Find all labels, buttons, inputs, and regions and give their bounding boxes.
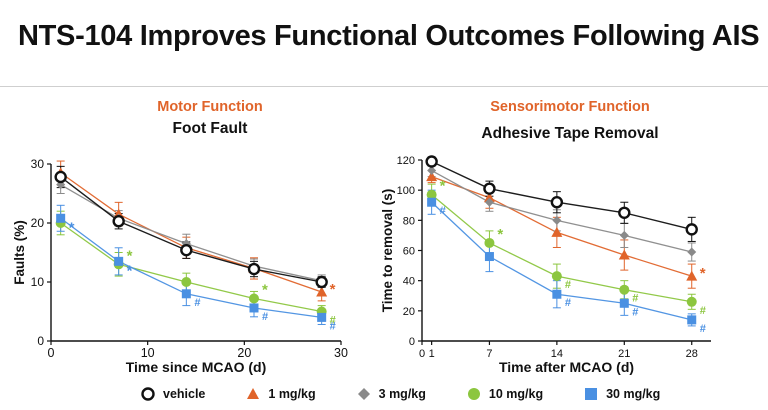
- data-point-dose_10: [249, 294, 259, 304]
- data-point-dose_30: [317, 313, 326, 322]
- data-point-dose_10: [619, 285, 629, 295]
- x-tick-label: 0: [419, 348, 425, 360]
- series-line-dose_10: [432, 195, 692, 302]
- data-point-vehicle: [427, 157, 437, 167]
- data-point-dose_1: [686, 271, 697, 281]
- open-circle-icon: [140, 386, 156, 402]
- significance-mark-dose_30: #: [330, 320, 336, 332]
- significance-mark-dose_30: #: [700, 323, 706, 335]
- y-tick-label: 120: [397, 155, 415, 167]
- data-point-vehicle: [484, 184, 494, 194]
- x-tick-label: 0: [48, 346, 55, 360]
- y-tick-label: 0: [37, 334, 44, 348]
- y-tick-label: 0: [409, 336, 415, 348]
- series-line-vehicle: [432, 162, 692, 230]
- x-tick-label: 28: [686, 348, 698, 360]
- legend-item-3mg: 3 mg/kg: [356, 386, 426, 402]
- data-point-dose_1: [551, 227, 562, 237]
- data-point-vehicle: [552, 197, 562, 207]
- data-point-dose_30: [485, 252, 494, 261]
- data-point-vehicle: [56, 172, 66, 182]
- data-point-dose_30: [552, 290, 561, 299]
- data-point-dose_3: [620, 231, 629, 240]
- significance-mark-dose_10: #: [565, 279, 571, 291]
- data-point-dose_30: [56, 214, 65, 223]
- data-point-dose_30: [620, 299, 629, 308]
- series-line-dose_3: [432, 171, 692, 252]
- significance-mark-dose_1: *: [700, 265, 706, 282]
- data-point-dose_30: [182, 289, 191, 298]
- data-point-dose_1: [619, 250, 630, 260]
- x-tick-label: 30: [334, 346, 348, 360]
- data-point-vehicle: [687, 224, 697, 234]
- significance-mark-dose_10: *: [440, 178, 446, 195]
- x-tick-label: 1: [429, 348, 435, 360]
- data-point-dose_10: [484, 238, 494, 248]
- legend-label-30mg: 30 mg/kg: [606, 387, 660, 401]
- data-point-vehicle: [181, 245, 191, 255]
- square-icon: [583, 386, 599, 402]
- legend-item-1mg: 1 mg/kg: [245, 386, 315, 402]
- data-point-dose_10: [687, 297, 697, 307]
- legend-label-10mg: 10 mg/kg: [489, 387, 543, 401]
- x-axis-title: Time since MCAO (d): [126, 359, 267, 375]
- data-point-vehicle: [114, 216, 124, 226]
- data-point-dose_30: [114, 257, 123, 266]
- y-tick-label: 80: [403, 215, 415, 227]
- data-point-dose_30: [687, 315, 696, 324]
- y-axis-title: Time to removal (s): [380, 189, 395, 313]
- series-line-dose_30: [61, 218, 322, 317]
- y-tick-label: 10: [31, 275, 45, 289]
- circle-icon: [466, 386, 482, 402]
- series-line-dose_3: [61, 185, 322, 281]
- legend: vehicle 1 mg/kg 3 mg/kg 10 mg/kg 30 mg/k…: [140, 383, 660, 405]
- significance-mark-dose_10: *: [497, 226, 503, 243]
- legend-label-vehicle: vehicle: [163, 387, 205, 401]
- series-line-dose_10: [61, 223, 322, 312]
- y-tick-label: 20: [31, 216, 45, 230]
- x-axis-title: Time after MCAO (d): [499, 359, 634, 375]
- diamond-icon: [356, 386, 372, 402]
- x-tick-label: 7: [486, 348, 492, 360]
- legend-label-3mg: 3 mg/kg: [379, 387, 426, 401]
- significance-mark-dose_30: *: [127, 262, 133, 279]
- significance-mark-dose_10: #: [632, 293, 638, 305]
- data-point-dose_30: [427, 198, 436, 207]
- significance-mark-dose_1: *: [330, 281, 336, 298]
- data-point-dose_30: [250, 303, 259, 312]
- y-tick-label: 40: [403, 276, 415, 288]
- data-point-vehicle: [317, 277, 327, 287]
- y-tick-label: 30: [31, 157, 45, 171]
- foot-fault-plot: 0 10 20 30 0 10 20 30 Time since MCAO (d) Faults …: [12, 157, 348, 375]
- significance-mark-dose_10: #: [700, 305, 706, 317]
- series-line-vehicle: [61, 177, 322, 282]
- charts-canvas: 0 10 20 300102030Time since MCAO (d)Faults …: [0, 0, 768, 410]
- data-point-vehicle: [249, 264, 259, 274]
- legend-item-10mg: 10 mg/kg: [466, 386, 543, 402]
- legend-label-1mg: 1 mg/kg: [268, 387, 315, 401]
- data-point-vehicle: [619, 208, 629, 218]
- y-tick-label: 20: [403, 306, 415, 318]
- y-tick-label: 60: [403, 246, 415, 258]
- data-point-dose_10: [181, 277, 191, 287]
- triangle-icon: [245, 386, 261, 402]
- significance-mark-dose_30: #: [194, 297, 200, 309]
- data-point-dose_10: [552, 271, 562, 281]
- significance-mark-dose_30: #: [565, 297, 571, 309]
- significance-mark-dose_10: *: [262, 282, 268, 299]
- significance-mark-dose_30: #: [440, 205, 446, 217]
- x-tick-label: 20: [237, 346, 251, 360]
- significance-mark-dose_30: *: [69, 219, 75, 236]
- significance-mark-dose_30: #: [262, 311, 268, 323]
- y-tick-label: 100: [397, 185, 415, 197]
- x-tick-label: 10: [141, 346, 155, 360]
- legend-item-30mg: 30 mg/kg: [583, 386, 660, 402]
- legend-item-vehicle: vehicle: [140, 386, 205, 402]
- data-point-dose_3: [687, 248, 696, 257]
- y-axis-title: Faults (%): [12, 220, 27, 285]
- significance-mark-dose_30: #: [632, 306, 638, 318]
